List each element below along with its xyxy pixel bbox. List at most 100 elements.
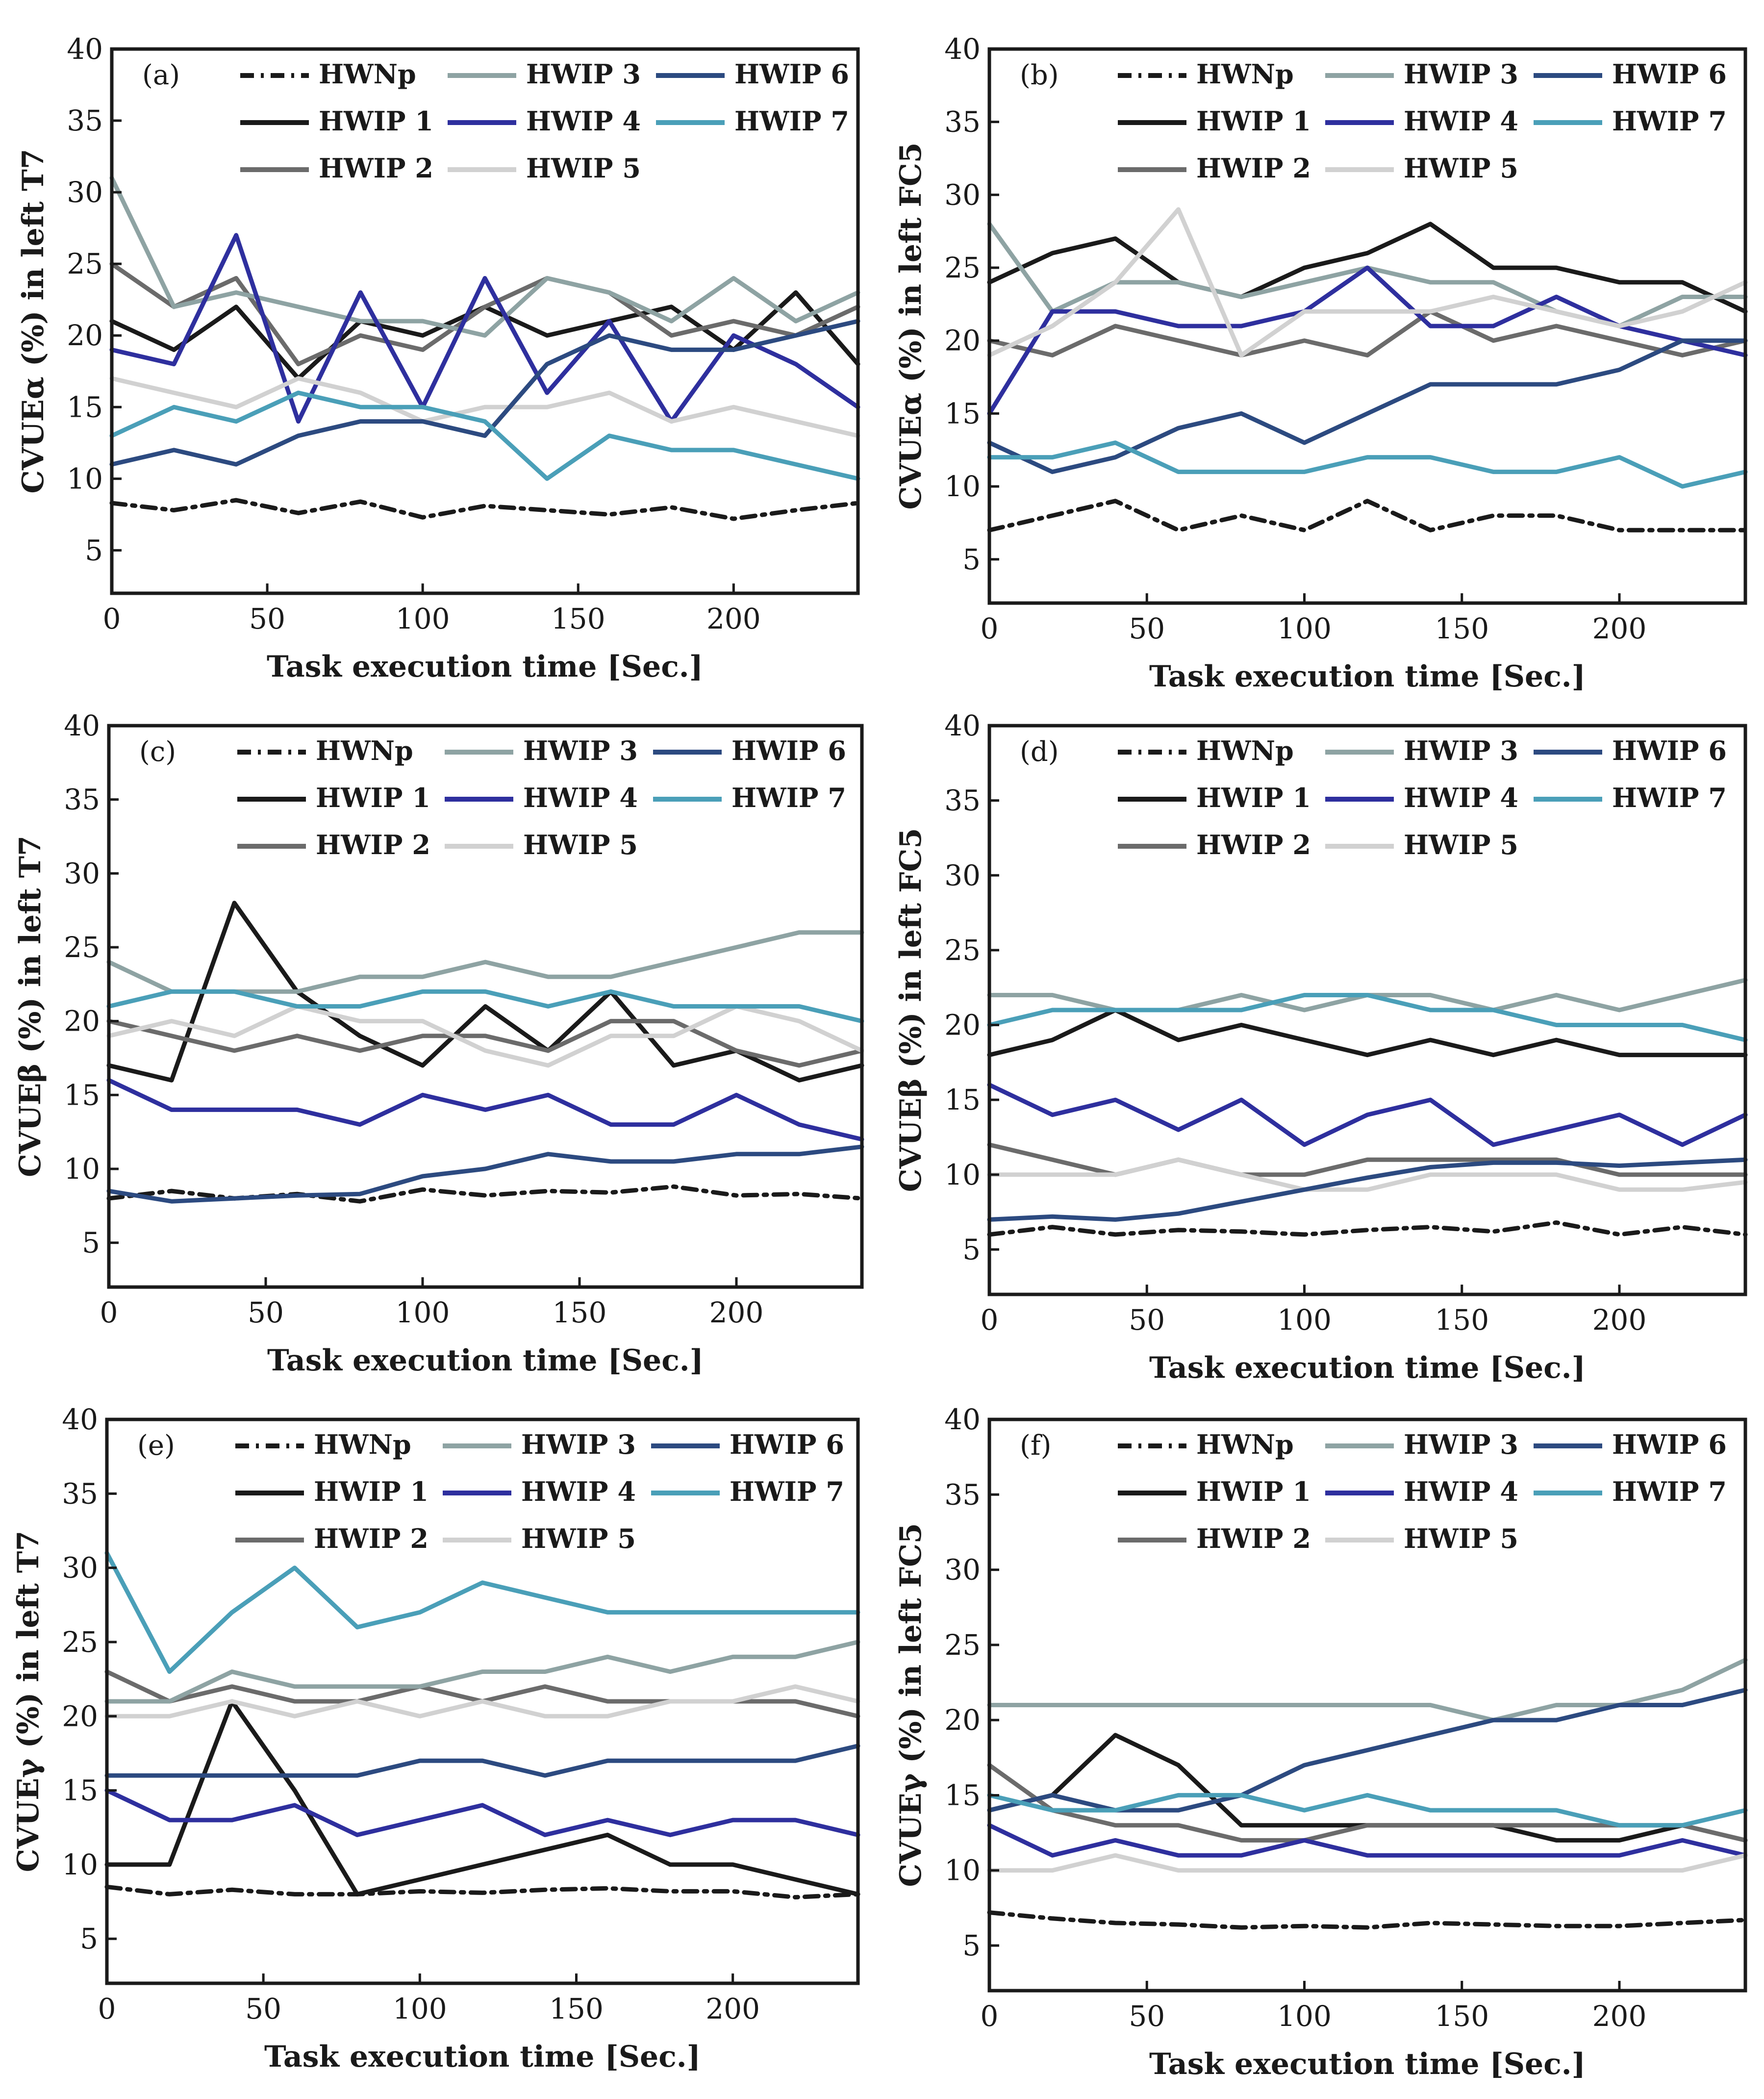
legend-label: HWIP 6 [731, 735, 846, 766]
x-tick-label: 50 [249, 602, 285, 635]
series-line-hwip-3 [109, 176, 860, 338]
x-tick-label: 100 [1277, 1999, 1332, 2033]
legend-label: HWIP 6 [1612, 735, 1727, 766]
y-axis-label: CVUEγ (%) in left T7 [11, 1531, 46, 1872]
y-tick-label: 5 [80, 1922, 98, 1955]
y-tick-label: 20 [67, 319, 103, 352]
x-tick-label: 50 [1129, 1303, 1165, 1337]
series-line-hwip-6 [109, 319, 860, 467]
y-tick-label: 5 [962, 1233, 981, 1266]
y-tick-label: 20 [64, 1005, 100, 1038]
legend-label: HWIP 3 [521, 1429, 636, 1460]
y-tick-label: 15 [944, 397, 981, 430]
y-tick-label: 25 [944, 1628, 981, 1662]
y-tick-label: 25 [944, 934, 981, 967]
y-tick-label: 20 [944, 1009, 981, 1042]
series-line-hwip-7 [987, 440, 1748, 489]
y-tick-label: 30 [944, 859, 981, 892]
panel-label: (a) [142, 59, 180, 91]
x-tick-label: 0 [981, 1999, 999, 2033]
y-axis-label: CVUEα (%) in left T7 [16, 149, 50, 493]
y-tick-label: 5 [962, 1929, 981, 1962]
y-tick-label: 15 [944, 1083, 981, 1116]
plot-frame [987, 1417, 1747, 1993]
x-axis-label: Task execution time [Sec.] [1149, 1351, 1586, 1385]
legend-label: HWIP 3 [1404, 735, 1518, 766]
legend-label: HWNp [1196, 58, 1294, 90]
x-tick-label: 50 [1129, 1999, 1165, 2033]
y-tick-label: 30 [944, 178, 981, 211]
y-tick-label: 40 [944, 1403, 981, 1436]
series-line-hwip-1 [987, 1008, 1748, 1058]
series-line-hwip-6 [987, 338, 1748, 474]
y-tick-label: 30 [62, 1551, 98, 1585]
y-tick-label: 15 [944, 1778, 981, 1812]
y-tick-label: 15 [62, 1774, 98, 1807]
x-tick-label: 200 [709, 1296, 764, 1329]
x-tick-label: 200 [1592, 612, 1647, 645]
x-tick-label: 50 [248, 1296, 284, 1329]
legend-label: HWIP 3 [1404, 1429, 1518, 1460]
x-tick-label: 200 [706, 602, 761, 635]
y-tick-label: 35 [67, 104, 103, 137]
legend-label: HWIP 4 [1404, 782, 1518, 813]
series-line-hwnp [987, 1220, 1748, 1237]
plot-frame [110, 47, 860, 595]
series-line-hwip-7 [987, 993, 1748, 1042]
series-line-hwnp [109, 498, 860, 521]
y-tick-label: 30 [944, 1553, 981, 1587]
series-line-hwip-7 [104, 1550, 860, 1674]
series-line-hwip-2 [109, 261, 860, 367]
legend-label: HWIP 1 [319, 105, 433, 137]
legend-label: HWIP 3 [1404, 58, 1518, 90]
legend-label: HWIP 5 [1404, 152, 1518, 184]
y-tick-label: 40 [67, 32, 103, 66]
legend-label: HWIP 7 [731, 782, 846, 813]
x-tick-label: 100 [393, 1992, 447, 2025]
x-axis-label: Task execution time [Sec.] [264, 2040, 701, 2074]
legend-label: HWIP 2 [1196, 152, 1311, 184]
legend-label: HWNp [316, 735, 413, 766]
y-tick-label: 20 [62, 1699, 98, 1733]
x-tick-label: 150 [1435, 1303, 1489, 1337]
series-line-hwip-2 [987, 1142, 1748, 1177]
series-line-hwnp [104, 1884, 860, 1899]
legend-label: HWIP 1 [1196, 1476, 1311, 1507]
plot-frame [107, 724, 864, 1289]
legend-label: HWIP 5 [1404, 1523, 1518, 1554]
legend-label: HWNp [1196, 735, 1294, 766]
y-tick-label: 5 [82, 1226, 100, 1260]
series-line-hwip-4 [104, 1788, 860, 1837]
series-line-hwip-5 [987, 207, 1748, 357]
legend-label: HWIP 2 [314, 1523, 428, 1554]
x-tick-label: 100 [396, 602, 450, 635]
legend-label: HWIP 3 [523, 735, 638, 766]
panel-label: (d) [1020, 736, 1059, 768]
legend-label: HWIP 7 [730, 1476, 844, 1507]
legend-label: HWIP 6 [734, 58, 849, 90]
y-tick-label: 10 [67, 462, 103, 495]
series-line-hwip-3 [987, 1658, 1748, 1722]
series-line-hwip-1 [987, 222, 1748, 314]
plot-frame [987, 47, 1747, 605]
x-tick-label: 0 [98, 1992, 116, 2025]
series-line-hwip-7 [106, 989, 864, 1024]
series-line-hwip-7 [109, 390, 860, 481]
y-tick-label: 25 [67, 247, 103, 280]
x-tick-label: 100 [1277, 1303, 1332, 1337]
y-tick-label: 35 [944, 105, 981, 139]
x-tick-label: 0 [981, 612, 999, 645]
legend-label: HWIP 7 [1612, 1476, 1727, 1507]
series-line-hwip-4 [987, 1823, 1748, 1858]
x-tick-label: 150 [1435, 1999, 1489, 2033]
legend-label: HWIP 6 [730, 1429, 844, 1460]
legend-label: HWIP 2 [1196, 1523, 1311, 1554]
x-tick-label: 200 [1592, 1303, 1647, 1337]
y-tick-label: 40 [944, 709, 981, 742]
y-tick-label: 35 [62, 1477, 98, 1510]
series-line-hwip-6 [987, 1157, 1748, 1222]
